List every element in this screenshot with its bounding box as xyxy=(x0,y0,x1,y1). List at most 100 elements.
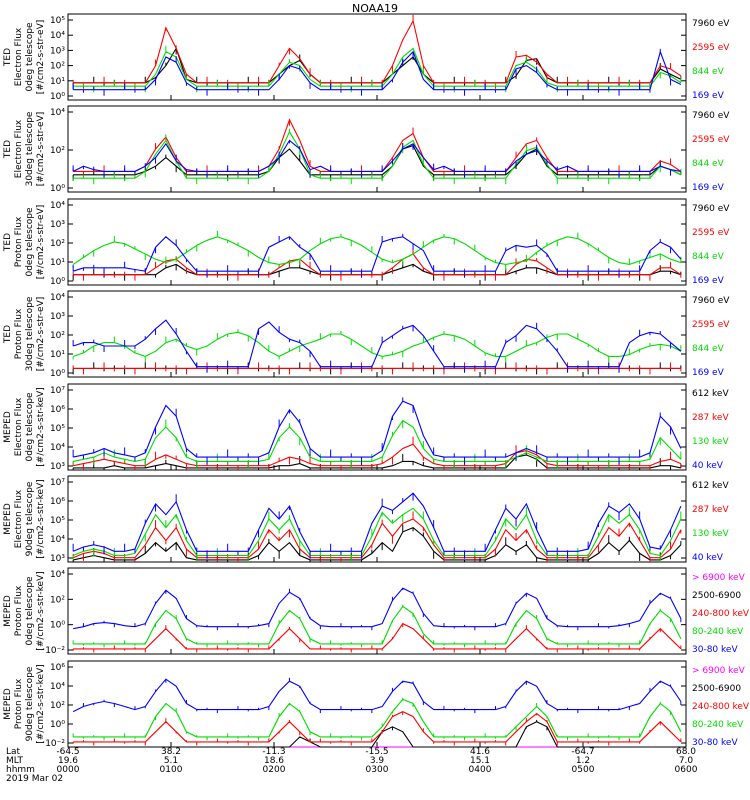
footer-value: 0100 xyxy=(160,765,183,775)
y-tick-label: 10³ xyxy=(50,554,65,564)
series-line xyxy=(73,443,682,467)
footer-value: 38.2 xyxy=(161,747,181,757)
y-tick-label: 10⁵ xyxy=(50,516,65,526)
series-blue xyxy=(72,233,682,278)
panel-4: 10⁰ 10¹ 10² 10³ 10⁴ TED Proton Flux 30deg teles… xyxy=(3,290,730,379)
y-tick-label: 10⁰ xyxy=(50,92,65,102)
legend-entry: 2500-6900 xyxy=(692,684,741,694)
series-black xyxy=(72,142,682,181)
legend-entry: 240-800 keV xyxy=(692,609,750,619)
y-tick-label: 10³ xyxy=(50,46,65,56)
y-tick-label: 10¹ xyxy=(50,350,65,360)
y-tick-label: 10³ xyxy=(50,462,65,472)
y-axis-label: TED xyxy=(3,325,13,344)
legend-entry: 40 keV xyxy=(692,553,724,563)
series-line xyxy=(72,139,681,172)
y-axis-label: Proton Flux xyxy=(14,585,24,636)
series-blue xyxy=(72,677,682,714)
y-tick-label: 10⁴ xyxy=(50,293,65,303)
y-tick-label: 10⁻² xyxy=(45,739,65,749)
page-title: NOAA19 xyxy=(351,2,399,15)
y-tick-label: 10² xyxy=(50,701,65,711)
series-line xyxy=(73,721,681,748)
y-tick-label: 10⁰ xyxy=(50,621,65,631)
legend-entry: 169 eV xyxy=(692,368,725,378)
series-line xyxy=(72,678,682,713)
y-axis-label: 90deg telescope xyxy=(25,481,35,556)
series-blue xyxy=(72,397,682,465)
panel-3: 10⁰ 10¹ 10² 10³ 10⁴ TED Proton Flux 0deg telesc… xyxy=(3,198,730,287)
series-line xyxy=(73,19,682,84)
series-red xyxy=(72,118,682,178)
y-axis-label: 30deg telescope xyxy=(25,111,35,186)
panel-1: 10⁰ 10¹ 10² 10³ 10⁴ 10⁵ TED Electron Flux 0deg t… xyxy=(3,13,730,102)
footer-row-label: MLT xyxy=(6,756,24,766)
series-line xyxy=(73,331,682,358)
y-axis-label: [#/cm2-s-str-eV] xyxy=(36,20,46,95)
legend-entry: 40 keV xyxy=(692,461,724,471)
y-tick-label: 10⁴ xyxy=(50,570,65,580)
series-line xyxy=(73,454,682,469)
series-red xyxy=(72,511,682,562)
y-tick-label: 10⁷ xyxy=(50,386,65,396)
y-axis-label: [#/cm2-s-str-keV] xyxy=(36,571,46,650)
panel-frame xyxy=(67,105,687,193)
y-axis-label: 0deg telescope xyxy=(25,22,35,92)
footer-value: 0000 xyxy=(57,765,80,775)
footer-value: 5.1 xyxy=(164,756,178,766)
y-tick-label: 10² xyxy=(50,331,65,341)
footer-value: -15.5 xyxy=(365,747,388,757)
footer-value: -11.3 xyxy=(262,747,285,757)
footer-value: 0600 xyxy=(675,765,698,775)
legend-entry: 2500-6900 xyxy=(692,591,741,601)
legend-entry: 844 eV xyxy=(692,159,725,169)
panel-frame xyxy=(67,290,687,378)
legend-entry: 7960 eV xyxy=(692,296,730,306)
legend-entry: 169 eV xyxy=(692,183,725,193)
y-tick-label: 10⁴ xyxy=(50,31,65,41)
y-tick-label: 10⁶ xyxy=(50,663,65,673)
series-line xyxy=(72,492,682,552)
y-axis-label: 0deg telescope xyxy=(25,392,35,462)
panel-7: 10⁻² 10⁰ 10² 10⁴ MEPED Proton Flux 0deg telesc… xyxy=(3,567,750,656)
series-green xyxy=(72,45,682,93)
panel-2: 10⁰ 10² 10⁴ TED Electron Flux 30deg telescope… xyxy=(3,105,730,194)
legend-entry: 169 eV xyxy=(692,276,725,286)
series-black xyxy=(72,524,682,562)
y-tick-label: 10⁶ xyxy=(50,497,65,507)
series-green xyxy=(72,128,682,185)
y-axis-label: TED xyxy=(3,140,13,159)
y-axis-label: [#/cm2-s-str-eV] xyxy=(36,112,46,187)
y-axis-label: 90deg telescope xyxy=(25,666,35,741)
panel-frame xyxy=(67,660,687,748)
legend-entry: > 6900 keV xyxy=(692,666,746,676)
legend-entry: 612 keV xyxy=(692,481,729,491)
series-blue xyxy=(72,492,682,559)
series-blue xyxy=(72,48,682,96)
y-tick-label: 10² xyxy=(50,146,65,156)
y-axis-label: MEPED xyxy=(3,688,13,720)
y-tick-label: 10⁵ xyxy=(50,16,65,26)
series-line xyxy=(73,698,682,738)
y-tick-label: 10⁰ xyxy=(50,720,65,730)
series-line xyxy=(73,236,682,272)
series-line xyxy=(73,263,682,276)
footer-value: 0300 xyxy=(366,765,389,775)
panel-6: 10³ 10⁴ 10⁵ 10⁶ 10⁷ MEPED Electron Flux 90deg t… xyxy=(3,475,729,564)
footer-value: 0200 xyxy=(263,765,286,775)
y-tick-label: 10² xyxy=(50,595,65,605)
y-axis-label: Electron Flux xyxy=(14,27,24,86)
y-axis-label: [#/cm2-s-str-eV] xyxy=(36,205,46,280)
panel-frame xyxy=(67,475,687,563)
y-axis-label: [#/cm2-s-str-keV] xyxy=(36,479,46,558)
series-line xyxy=(73,710,682,743)
y-tick-label: 10⁴ xyxy=(50,108,65,118)
series-line xyxy=(72,236,682,265)
y-axis-label: [#/cm2-s-str-eV] xyxy=(36,297,46,372)
y-tick-label: 10⁴ xyxy=(50,201,65,211)
y-axis-label: 0deg telescope xyxy=(25,207,35,277)
series-blue xyxy=(72,319,682,373)
footer-value: 7.0 xyxy=(679,756,694,766)
y-tick-label: 10¹ xyxy=(50,258,65,268)
